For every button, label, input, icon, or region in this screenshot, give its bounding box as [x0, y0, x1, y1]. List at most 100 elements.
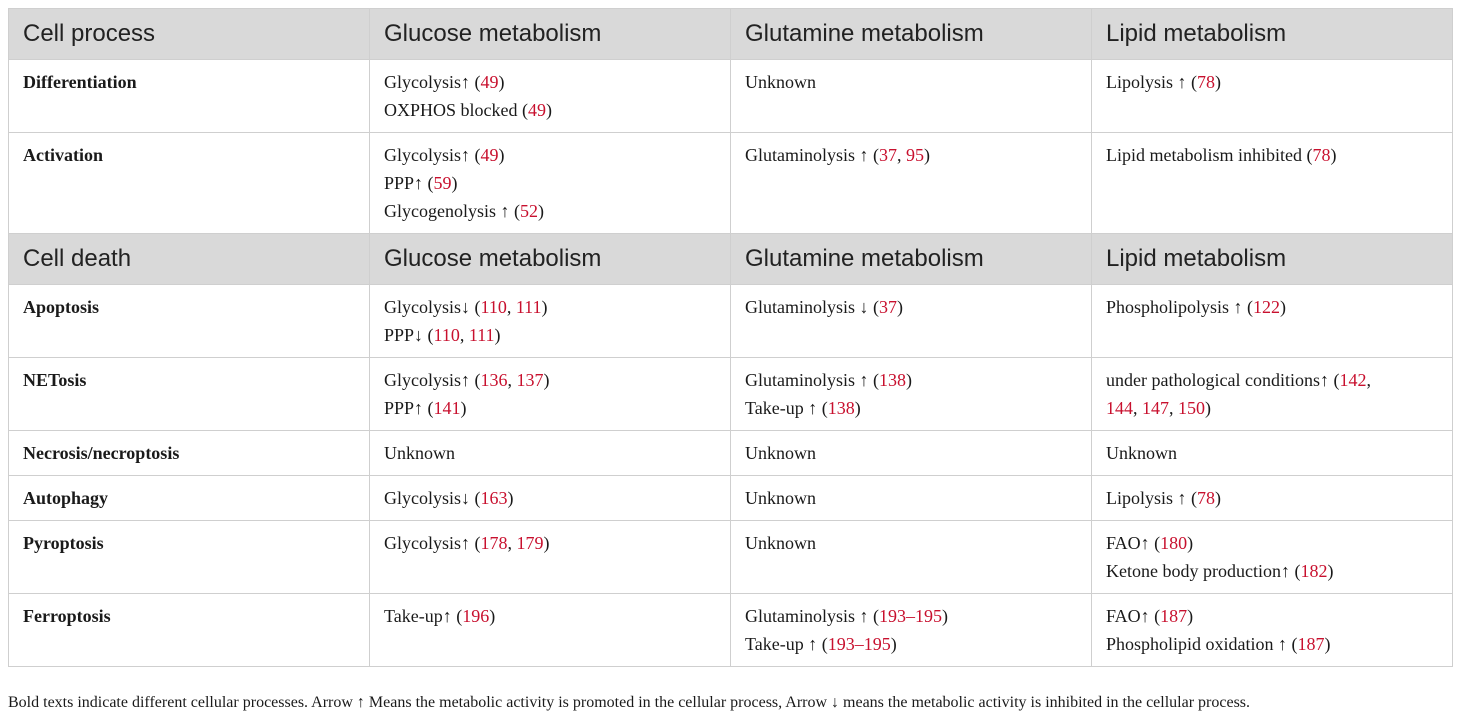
reference-number: 122: [1253, 297, 1281, 317]
cell-text: Take-up ↑ (: [745, 398, 828, 418]
row-label: Ferroptosis: [8, 593, 370, 667]
cell-line: Glutaminolysis ↑ (193–195): [745, 602, 1077, 630]
cell-text: ,: [507, 533, 517, 553]
cell-line: Ketone body production↑ (182): [1106, 557, 1438, 585]
table-row: Autophagy Glycolysis↓ (163) Unknown Lipolys…: [8, 475, 1453, 521]
cell-text: ): [460, 398, 467, 418]
cell-text: OXPHOS blocked (: [384, 100, 528, 120]
table-cell: Unknown: [369, 430, 731, 476]
cell-text: ): [489, 606, 496, 626]
cell-text: Glycolysis↑ (: [384, 145, 481, 165]
reference-number: 138: [879, 370, 906, 390]
reference-number: 78: [1197, 488, 1216, 508]
cell-text: Glutaminolysis ↑ (: [745, 145, 879, 165]
reference-number: 110: [480, 297, 507, 317]
table-cell: Glycolysis↓ (163): [369, 475, 731, 521]
cell-text: ): [546, 100, 552, 120]
table-cell: Glutaminolysis ↑ (37, 95): [730, 132, 1092, 234]
cell-text: ): [451, 173, 458, 193]
row-label: Necrosis/necroptosis: [8, 430, 370, 476]
reference-number: 52: [519, 201, 538, 221]
cell-line: Phospholipid oxidation ↑ (187): [1106, 630, 1438, 658]
reference-number: 137: [516, 370, 544, 390]
reference-number: 49: [480, 145, 499, 165]
cell-text: under pathological conditions↑ (: [1106, 370, 1340, 390]
cell-text: ,: [1366, 370, 1371, 390]
cell-text: Unknown: [384, 443, 455, 463]
cell-line: FAO↑ (187): [1106, 602, 1438, 630]
cell-line: 144, 147, 150): [1106, 394, 1438, 422]
reference-number: 110: [433, 325, 460, 345]
cell-text: ): [1187, 606, 1194, 626]
cell-text: PPP↑ (: [384, 173, 434, 193]
cell-text: Ketone body production↑ (: [1106, 561, 1301, 581]
reference-number: 180: [1160, 533, 1188, 553]
table-row: Differentiation Glycolysis↑ (49) OXPHOS bl…: [8, 59, 1453, 133]
header-cell: Lipid metabolism: [1091, 233, 1453, 285]
row-label: Activation: [8, 132, 370, 234]
table-cell: Lipolysis ↑ (78): [1091, 475, 1453, 521]
cell-text: Glutaminolysis ↑ (: [745, 370, 879, 390]
cell-line: Unknown: [1106, 439, 1438, 467]
table-cell: Unknown: [1091, 430, 1453, 476]
table-cell: Unknown: [730, 475, 1092, 521]
table-cell: under pathological conditions↑ (142, 144,…: [1091, 357, 1453, 431]
row-label: Apoptosis: [8, 284, 370, 358]
reference-number: 187: [1160, 606, 1188, 626]
cell-line: Glutaminolysis ↓ (37): [745, 293, 1077, 321]
cell-text: ): [498, 72, 505, 92]
cell-text: ): [1324, 634, 1331, 654]
header-cell: Glutamine metabolism: [730, 8, 1092, 60]
header-cell: Cell process: [8, 8, 370, 60]
reference-number: 163: [480, 488, 508, 508]
cell-text: Glutaminolysis ↑ (: [745, 606, 879, 626]
header-row-cell-death: Cell death Glucose metabolism Glutamine …: [8, 233, 1453, 285]
cell-text: ): [1215, 488, 1222, 508]
cell-text: ): [942, 606, 948, 626]
reference-number: 147: [1142, 398, 1169, 418]
cell-text: ,: [506, 297, 516, 317]
header-cell: Glucose metabolism: [369, 233, 731, 285]
cell-text: Glycolysis↑ (: [384, 72, 481, 92]
cell-text: ): [543, 533, 550, 553]
table-cell: Unknown: [730, 59, 1092, 133]
cell-text: ): [537, 201, 544, 221]
cell-line: Glycolysis↓ (110, 111): [384, 293, 716, 321]
cell-line: Lipid metabolism inhibited (78): [1106, 141, 1438, 169]
table-cell: Take-up↑ (196): [369, 593, 731, 667]
cell-text: ): [498, 145, 505, 165]
cell-text: ,: [1133, 398, 1142, 418]
cell-text: ): [897, 297, 903, 317]
cell-line: Phospholipolysis ↑ (122): [1106, 293, 1438, 321]
cell-text: Unknown: [1106, 443, 1177, 463]
cell-text: Unknown: [745, 72, 816, 92]
cell-line: Glycolysis↑ (49): [384, 141, 716, 169]
cell-text: ): [543, 370, 550, 390]
header-row-cell-process: Cell process Glucose metabolism Glutamin…: [8, 8, 1453, 60]
cell-text: PPP↓ (: [384, 325, 434, 345]
cell-text: Lipolysis ↑ (: [1106, 72, 1198, 92]
cell-line: Glycolysis↑ (49): [384, 68, 716, 96]
reference-number: 179: [516, 533, 544, 553]
cell-text: Unknown: [745, 533, 816, 553]
cell-line: Glycolysis↑ (178, 179): [384, 529, 716, 557]
reference-number: 182: [1300, 561, 1328, 581]
reference-number: 111: [468, 325, 495, 345]
table-footnote: Bold texts indicate different cellular p…: [8, 694, 1251, 711]
table-cell: Glycolysis↓ (110, 111) PPP↓ (110, 111): [369, 284, 731, 358]
cell-text: ): [494, 325, 501, 345]
cell-text: ): [1215, 72, 1222, 92]
reference-number: 37: [879, 297, 897, 317]
header-cell: Glutamine metabolism: [730, 233, 1092, 285]
table-row: NETosis Glycolysis↑ (136, 137) PPP↑ (141) G…: [8, 357, 1453, 431]
cell-text: ): [906, 370, 912, 390]
cell-text: ): [854, 398, 861, 418]
row-label: Differentiation: [8, 59, 370, 133]
cell-text: Glycolysis↑ (: [384, 370, 481, 390]
cell-text: ): [1330, 145, 1337, 165]
reference-number: 142: [1339, 370, 1367, 390]
cell-text: Take-up↑ (: [384, 606, 463, 626]
cell-line: Unknown: [384, 439, 716, 467]
cell-text: ): [507, 488, 514, 508]
reference-number: 193–195: [879, 606, 942, 626]
